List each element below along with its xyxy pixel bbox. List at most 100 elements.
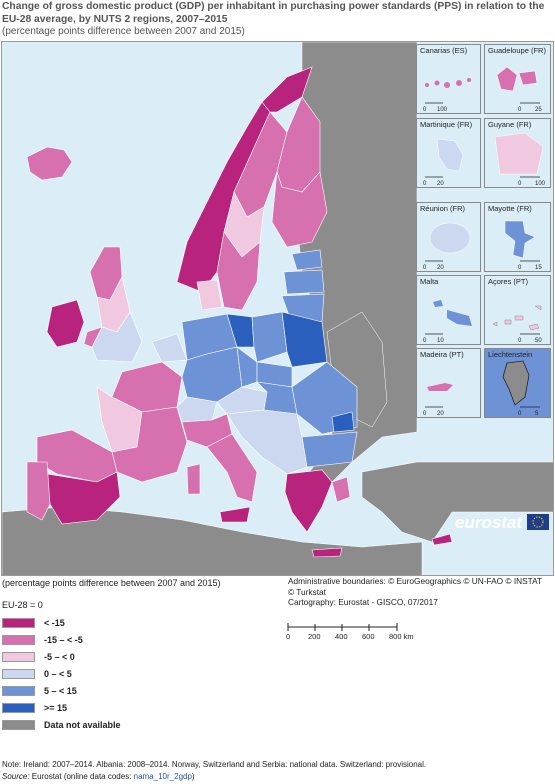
map-title: Change of gross domestic product (GDP) p… — [2, 1, 545, 25]
inset-scale-1-reunion: 20 — [437, 265, 444, 271]
inset-label-martinique: Martinique (FR) — [420, 120, 473, 129]
legend-item: 0 – < 5 — [2, 665, 121, 682]
legend-item: < -15 — [2, 614, 121, 631]
inset-map-canarias: 0 100 — [423, 78, 471, 113]
footnote: Note: Ireland: 2007–2014. Albania: 2008–… — [2, 760, 427, 769]
scale-tick-2: 400 — [335, 632, 348, 641]
source-code-link[interactable]: nama_10r_2gdp — [133, 772, 192, 781]
credits-line-3: Cartography: Eurostat - GISCO, 07/2017 — [288, 597, 438, 607]
legend-swatch — [2, 702, 35, 713]
logo-text: eurostat — [455, 513, 523, 532]
region-sardinia — [186, 463, 201, 495]
inset-scale-0-liechtenstein: 0 — [518, 411, 522, 417]
inset-map-guyane: 0 100 — [494, 132, 546, 187]
inset-scale-0-madeira: 0 — [423, 411, 427, 417]
region-balkans — [226, 409, 308, 475]
region-sicily — [219, 506, 251, 523]
region-crete — [311, 547, 343, 558]
legend-swatch — [2, 617, 35, 628]
region-greece-aegean — [331, 476, 351, 503]
region-portugal — [26, 461, 51, 521]
region-sweden-south — [216, 231, 261, 311]
inset-scale-1-acores: 50 — [535, 338, 542, 344]
inset-scale-1-guadeloupe: 25 — [535, 107, 542, 113]
inset-scale-0-guyane: 0 — [518, 181, 522, 187]
legend-item: -5 – < 0 — [2, 648, 121, 665]
inset-martinique: Martinique (FR) 0 20 — [416, 118, 481, 188]
inset-label-guyane: Guyane (FR) — [488, 120, 532, 129]
scale-tick-3: 600 — [362, 632, 375, 641]
inset-scale-0-reunion: 0 — [423, 265, 427, 271]
eu-flag-icon — [527, 514, 549, 530]
legend-swatch — [2, 668, 35, 679]
legend-label: < -15 — [44, 617, 65, 628]
legend-swatch — [2, 634, 35, 645]
inset-guyane: Guyane (FR) 0 100 — [484, 118, 551, 188]
inset-map-reunion: 0 20 — [423, 222, 471, 271]
inset-scale-1-liechtenstein: 5 — [535, 411, 539, 417]
source-prefix: Source: — [2, 772, 30, 781]
region-bucharest — [331, 411, 355, 433]
inset-map-acores: 0 50 — [492, 305, 542, 344]
inset-scale-0-martinique: 0 — [423, 181, 427, 187]
region-benelux — [151, 333, 188, 363]
map-frame: Canarias (ES) 0 100 Guadeloupe (FR) 0 25… — [1, 41, 554, 576]
region-switzerland — [176, 396, 218, 423]
legend-label: >= 15 — [44, 702, 68, 713]
scale-tick-4: 800 km — [389, 632, 414, 641]
inset-liechtenstein: Liechtenstein 0 5 — [484, 348, 551, 418]
region-denmark — [196, 279, 223, 311]
inset-madeira: Madeira (PT) 0 20 — [416, 348, 481, 418]
region-spain-south — [46, 471, 121, 525]
legend-swatch — [2, 651, 35, 662]
inset-scale-0-mayotte: 0 — [518, 265, 522, 271]
eurostat-logo: eurostat — [455, 511, 551, 533]
inset-guadeloupe: Guadeloupe (FR) 0 25 — [484, 44, 551, 114]
legend-base: EU-28 = 0 — [2, 600, 43, 610]
legend-item: >= 15 — [2, 699, 121, 716]
inset-reunion: Réunion (FR) 0 20 — [416, 202, 481, 272]
inset-map-madeira: 0 20 — [423, 383, 453, 417]
inset-map-mayotte: 0 15 — [504, 220, 542, 271]
inset-scale-1-mayotte: 15 — [535, 265, 542, 271]
legend-item: 5 – < 15 — [2, 682, 121, 699]
inset-label-guadeloupe: Guadeloupe (FR) — [488, 46, 546, 55]
inset-malta: Malta 0 10 — [416, 275, 481, 345]
inset-scale-0-canarias: 0 — [423, 107, 427, 113]
region-latvia — [283, 269, 325, 295]
source-suffix: ) — [191, 772, 195, 781]
region-cyprus — [431, 533, 453, 546]
source-text: Eurostat (online data codes: — [29, 772, 134, 781]
inset-scale-0-acores: 0 — [518, 338, 522, 344]
region-estonia — [291, 249, 323, 271]
land-turkey — [361, 461, 553, 543]
legend-label: Data not available — [44, 719, 121, 730]
region-finland-south — [271, 171, 328, 248]
legend-swatch — [2, 719, 35, 730]
inset-label-malta: Malta — [420, 277, 439, 286]
legend-item: Data not available — [2, 716, 121, 733]
scale-tick-1: 200 — [308, 632, 321, 641]
region-poland-west — [251, 311, 288, 363]
region-italy-south — [206, 433, 258, 503]
legend-item: -15 – < -5 — [2, 631, 121, 648]
scale-bar — [287, 623, 398, 631]
inset-scale-0-malta: 0 — [423, 338, 427, 344]
credits: Administrative boundaries: © EuroGeograp… — [288, 576, 542, 608]
legend-label: 0 – < 5 — [44, 668, 72, 679]
inset-scale-1-madeira: 20 — [437, 411, 444, 417]
credits-line-2: © Turkstat — [288, 586, 326, 597]
inset-map-guadeloupe: 0 25 — [496, 66, 542, 113]
region-france-south — [111, 406, 188, 483]
inset-map-liechtenstein: 0 5 — [502, 360, 540, 417]
legend: < -15 -15 – < -5 -5 – < 0 0 – < 5 5 – < … — [2, 614, 121, 733]
inset-mayotte: Mayotte (FR) 0 15 — [484, 202, 551, 272]
region-greece — [284, 469, 333, 533]
inset-canarias: Canarias (ES) 0 100 — [416, 44, 481, 114]
inset-scale-1-guyane: 100 — [535, 181, 546, 187]
inset-label-acores: Açores (PT) — [488, 277, 529, 286]
inset-label-canarias: Canarias (ES) — [420, 46, 468, 55]
legend-label: -5 – < 0 — [44, 651, 75, 662]
inset-map-malta: 0 10 — [423, 300, 472, 344]
region-england-south — [91, 311, 143, 363]
